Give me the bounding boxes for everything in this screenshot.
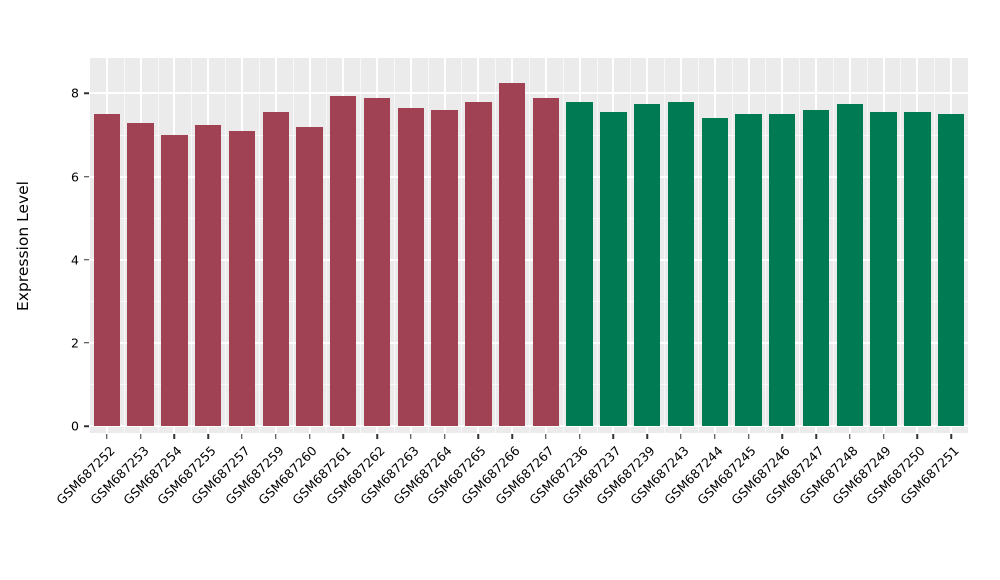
- bar-GSM687253: [127, 122, 154, 426]
- bar-GSM687255: [195, 124, 222, 426]
- x-axis-tick: [916, 434, 919, 439]
- bar-GSM687244: [701, 118, 728, 426]
- bar-GSM687254: [161, 135, 188, 426]
- bar-GSM687257: [228, 130, 256, 426]
- gridline-vertical-minor: [900, 58, 902, 433]
- bar-GSM687246: [769, 114, 796, 426]
- bar-GSM687249: [870, 112, 897, 426]
- bar-GSM687265: [465, 101, 492, 426]
- gridline-vertical-minor: [630, 58, 632, 433]
- bar-GSM687259: [262, 112, 289, 426]
- x-axis-tick: [713, 434, 716, 439]
- x-axis-tick: [410, 434, 412, 439]
- x-axis-tick: [342, 434, 345, 439]
- bar-GSM687239: [634, 103, 661, 426]
- bar-GSM687252: [93, 114, 121, 426]
- y-axis-tick: [84, 175, 89, 178]
- gridline-vertical-minor: [697, 58, 699, 433]
- x-axis-tick: [578, 434, 581, 439]
- x-axis-tick: [680, 434, 682, 439]
- y-axis-title-text: Expression Level: [14, 181, 32, 311]
- x-axis-tick: [207, 434, 209, 439]
- gridline-vertical-minor: [731, 58, 733, 433]
- x-axis-tick: [241, 434, 243, 439]
- gridline-vertical-minor: [664, 58, 666, 433]
- y-tick-label: 2: [71, 335, 79, 351]
- gridline-vertical-minor: [832, 58, 834, 433]
- y-axis-tick: [84, 258, 89, 261]
- bar-GSM687262: [363, 97, 391, 426]
- x-axis-tick: [545, 434, 547, 439]
- bar-GSM687267: [532, 97, 560, 426]
- gridline-vertical-minor: [360, 58, 362, 433]
- bar-GSM687263: [397, 108, 424, 426]
- y-axis-tick: [84, 92, 89, 95]
- bar-GSM687248: [836, 103, 863, 426]
- gridline-vertical-minor: [427, 58, 429, 433]
- bar-GSM687260: [296, 126, 323, 426]
- gridline-vertical-minor: [461, 58, 463, 433]
- x-axis-tick: [308, 434, 311, 439]
- y-axis-tick: [84, 342, 89, 344]
- x-axis-tick: [477, 434, 480, 439]
- bar-GSM687237: [600, 112, 627, 426]
- gridline-vertical-minor: [529, 58, 530, 433]
- gridline-vertical-minor: [866, 58, 868, 433]
- bar-GSM687250: [904, 112, 931, 426]
- x-axis-tick: [747, 434, 750, 439]
- gridline-vertical-minor: [258, 58, 260, 433]
- x-axis-tick: [173, 434, 176, 439]
- y-tick-label: 0: [71, 418, 79, 434]
- gridline-vertical-minor: [562, 58, 564, 433]
- gridline-vertical-minor: [934, 58, 936, 433]
- gridline-vertical-minor: [292, 58, 294, 433]
- x-axis-tick: [443, 434, 446, 439]
- gridline-vertical-minor: [123, 58, 125, 433]
- x-axis-tick: [139, 434, 142, 439]
- bar-GSM687264: [431, 110, 458, 426]
- bar-GSM687261: [330, 95, 357, 426]
- x-axis-tick: [376, 434, 378, 439]
- x-axis-tick: [950, 434, 952, 439]
- bar-GSM687266: [498, 83, 526, 426]
- gridline-vertical-minor: [799, 58, 801, 433]
- x-axis-tick: [274, 434, 277, 439]
- x-tick-label-text: GSM687251: [897, 443, 962, 508]
- bar-GSM687236: [566, 101, 593, 426]
- bar-GSM687245: [735, 114, 762, 426]
- gridline-vertical-minor: [191, 58, 193, 433]
- gridline-vertical-minor: [596, 58, 598, 433]
- gridline-vertical-minor: [326, 58, 328, 433]
- bar-GSM687251: [937, 114, 965, 426]
- gridline-vertical-minor: [225, 58, 227, 433]
- x-axis-tick: [106, 434, 108, 439]
- bar-GSM687243: [667, 101, 695, 426]
- x-axis-tick: [781, 434, 784, 439]
- x-tick-label: GSM687251: [731, 443, 961, 507]
- x-axis-tick: [612, 434, 615, 439]
- y-tick-label: 8: [71, 85, 79, 101]
- x-axis-tick: [815, 434, 817, 439]
- x-axis-tick: [646, 434, 648, 439]
- gridline-vertical-minor: [393, 58, 395, 433]
- gridline-vertical-minor: [157, 58, 159, 433]
- bar-GSM687247: [802, 110, 830, 426]
- gridline-vertical-minor: [765, 58, 767, 433]
- y-axis-tick: [84, 425, 89, 427]
- x-axis-tick: [849, 434, 851, 439]
- plot-area: [90, 58, 968, 433]
- gridline-vertical-minor: [495, 58, 497, 433]
- x-axis-tick: [511, 434, 513, 439]
- x-axis-tick: [882, 434, 885, 439]
- y-tick-label: 4: [71, 252, 79, 268]
- y-tick-label: 6: [71, 169, 79, 185]
